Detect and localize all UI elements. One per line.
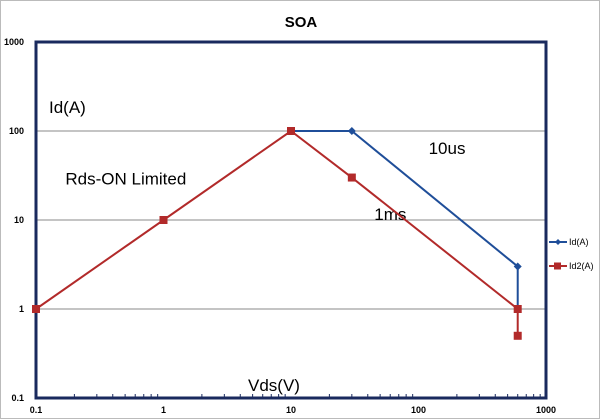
x-tick-label: 1000 (536, 405, 556, 415)
data-point (513, 331, 522, 340)
annotation: 10us (429, 139, 466, 158)
y-tick-label: 1 (19, 304, 24, 314)
series-line-id2a (35, 129, 519, 336)
data-point (513, 262, 522, 271)
data-point (513, 305, 522, 313)
x-tick-label: 10 (286, 405, 296, 415)
y-tick-label: 0.1 (11, 393, 24, 403)
x-axis-label: Vds(V) (248, 376, 300, 395)
data-point (347, 127, 356, 135)
y-tick-label: 10 (14, 215, 24, 225)
data-point (347, 173, 356, 182)
data-point (287, 127, 295, 135)
legend-label: Id(A) (569, 237, 589, 247)
y-axis-label: Id(A) (49, 98, 86, 117)
annotation: 1ms (374, 205, 406, 224)
y-tick-label: 1000 (4, 37, 24, 47)
data-point (159, 216, 168, 224)
x-tick-label: 0.1 (30, 405, 43, 415)
chart-title: SOA (285, 14, 318, 31)
plot-area-border (34, 40, 548, 400)
x-tick-label: 100 (411, 405, 426, 415)
data-point (32, 305, 40, 313)
legend-marker (554, 262, 561, 270)
legend-label: Id2(A) (569, 261, 594, 271)
legend-marker (555, 239, 561, 245)
x-tick-label: 1 (161, 405, 166, 415)
series-line-ida (291, 130, 519, 309)
annotation: Rds-ON Limited (65, 170, 186, 189)
y-tick-label: 100 (9, 126, 24, 136)
